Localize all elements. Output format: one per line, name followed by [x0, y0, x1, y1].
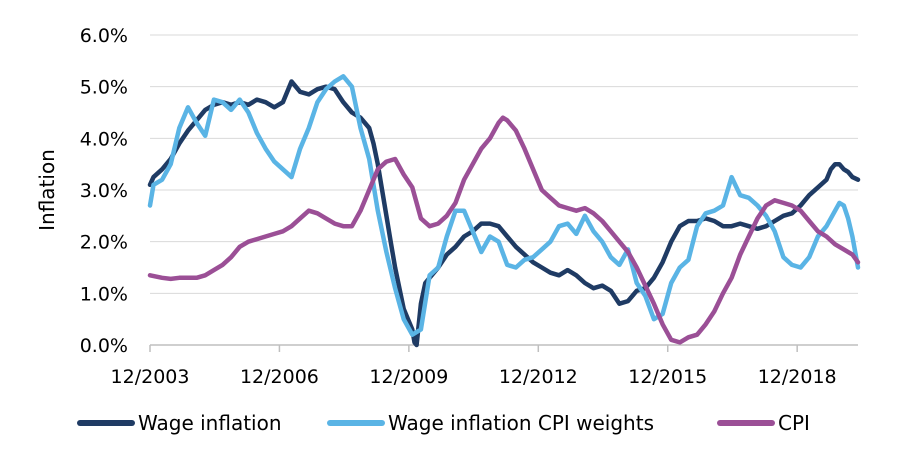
x-tick-label: 12/2006 — [240, 366, 319, 388]
y-tick-label: 0.0% — [80, 335, 128, 357]
y-tick-label: 2.0% — [80, 232, 128, 254]
legend-label: Wage inflation CPI weights — [388, 411, 654, 435]
x-axis: 12/2003 12/2006 12/2009 12/2012 12/2015 12/20… — [111, 344, 858, 388]
x-tick-label: 12/2018 — [758, 366, 837, 388]
y-tick-label: 3.0% — [80, 180, 128, 202]
series-line-1 — [147, 79, 861, 348]
series-line-2 — [147, 74, 861, 337]
y-tick-label: 4.0% — [80, 128, 128, 150]
gridlines — [150, 34, 858, 294]
x-tick-label: 12/2009 — [369, 366, 448, 388]
legend-label: Wage inflation — [138, 411, 282, 435]
legend: Wage inflation Wage inflation CPI weights… — [77, 411, 810, 435]
y-tick-label: 1.0% — [80, 283, 128, 305]
y-tick-label: 6.0% — [80, 25, 128, 47]
x-tick-label: 12/2015 — [628, 366, 707, 388]
x-tick-label: 12/2003 — [111, 366, 190, 388]
y-tick-label: 5.0% — [80, 77, 128, 99]
series-lines — [147, 74, 861, 348]
x-tick-label: 12/2012 — [499, 366, 578, 388]
y-axis-label: Inflation — [35, 149, 59, 231]
series-line-3 — [147, 115, 861, 345]
legend-label: CPI — [778, 411, 810, 435]
y-axis-ticks: 0.0% 1.0% 2.0% 3.0% 4.0% 5.0% 6.0% — [80, 25, 128, 357]
